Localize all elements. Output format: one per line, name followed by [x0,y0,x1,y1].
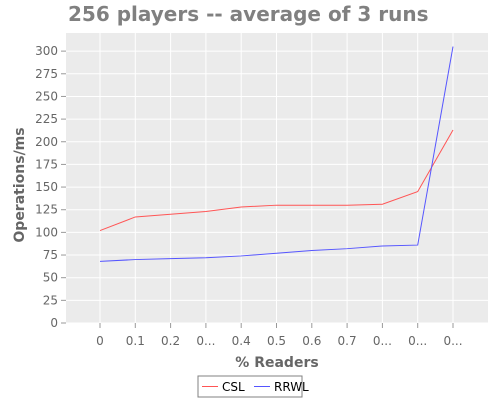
legend-label-csl: CSL [222,380,245,394]
x-axis-label: % Readers [235,355,318,371]
legend-label-rrwl: RRWL [274,380,309,394]
y-tick-label-10: 250 [35,89,58,103]
x-tick-label-2: 0.2 [161,334,180,348]
y-tick-label-7: 175 [35,157,58,171]
x-tick-label-0: 0 [96,334,104,348]
y-axis-ticks: 0 25 50 75 100 125 150 175 200 225 250 275 300 [35,44,66,330]
chart-title: 256 players -- average of 3 runs [68,2,429,26]
series-line-rrwl [99,46,454,262]
x-tick-label-1: 0.1 [126,334,145,348]
x-tick-label-7: 0.7 [338,334,357,348]
x-tick-label-3: 0... [196,334,215,348]
y-tick-label-9: 225 [35,112,58,126]
y-tick-label-3: 75 [43,248,58,262]
y-tick-label-8: 200 [35,135,58,149]
y-tick-label-2: 50 [43,271,58,285]
grid-lines [66,33,488,324]
series-line-csl [99,129,454,232]
x-tick-label-8: 0... [373,334,392,348]
y-tick-label-12: 300 [35,44,58,58]
x-tick-label-10: 0... [443,334,462,348]
x-tick-label-4: 0.4 [232,334,251,348]
y-tick-label-6: 150 [35,180,58,194]
y-axis-label: Operations/ms [12,127,28,242]
x-tick-label-5: 0.5 [267,334,286,348]
y-tick-label-5: 125 [35,203,58,217]
x-tick-label-6: 0.6 [302,334,321,348]
x-tick-label-9: 0... [408,334,427,348]
y-tick-label-4: 100 [35,225,58,239]
legend-box [197,375,303,398]
y-tick-label-0: 0 [50,316,58,330]
y-tick-label-1: 25 [43,293,58,307]
legend: CSL RRWL [197,375,309,398]
x-axis-ticks: 0 0.1 0.2 0... 0.4 0.5 0.6 0.7 0... 0... 0... [96,323,463,348]
y-tick-label-11: 275 [35,67,58,81]
series-lines [99,46,454,262]
